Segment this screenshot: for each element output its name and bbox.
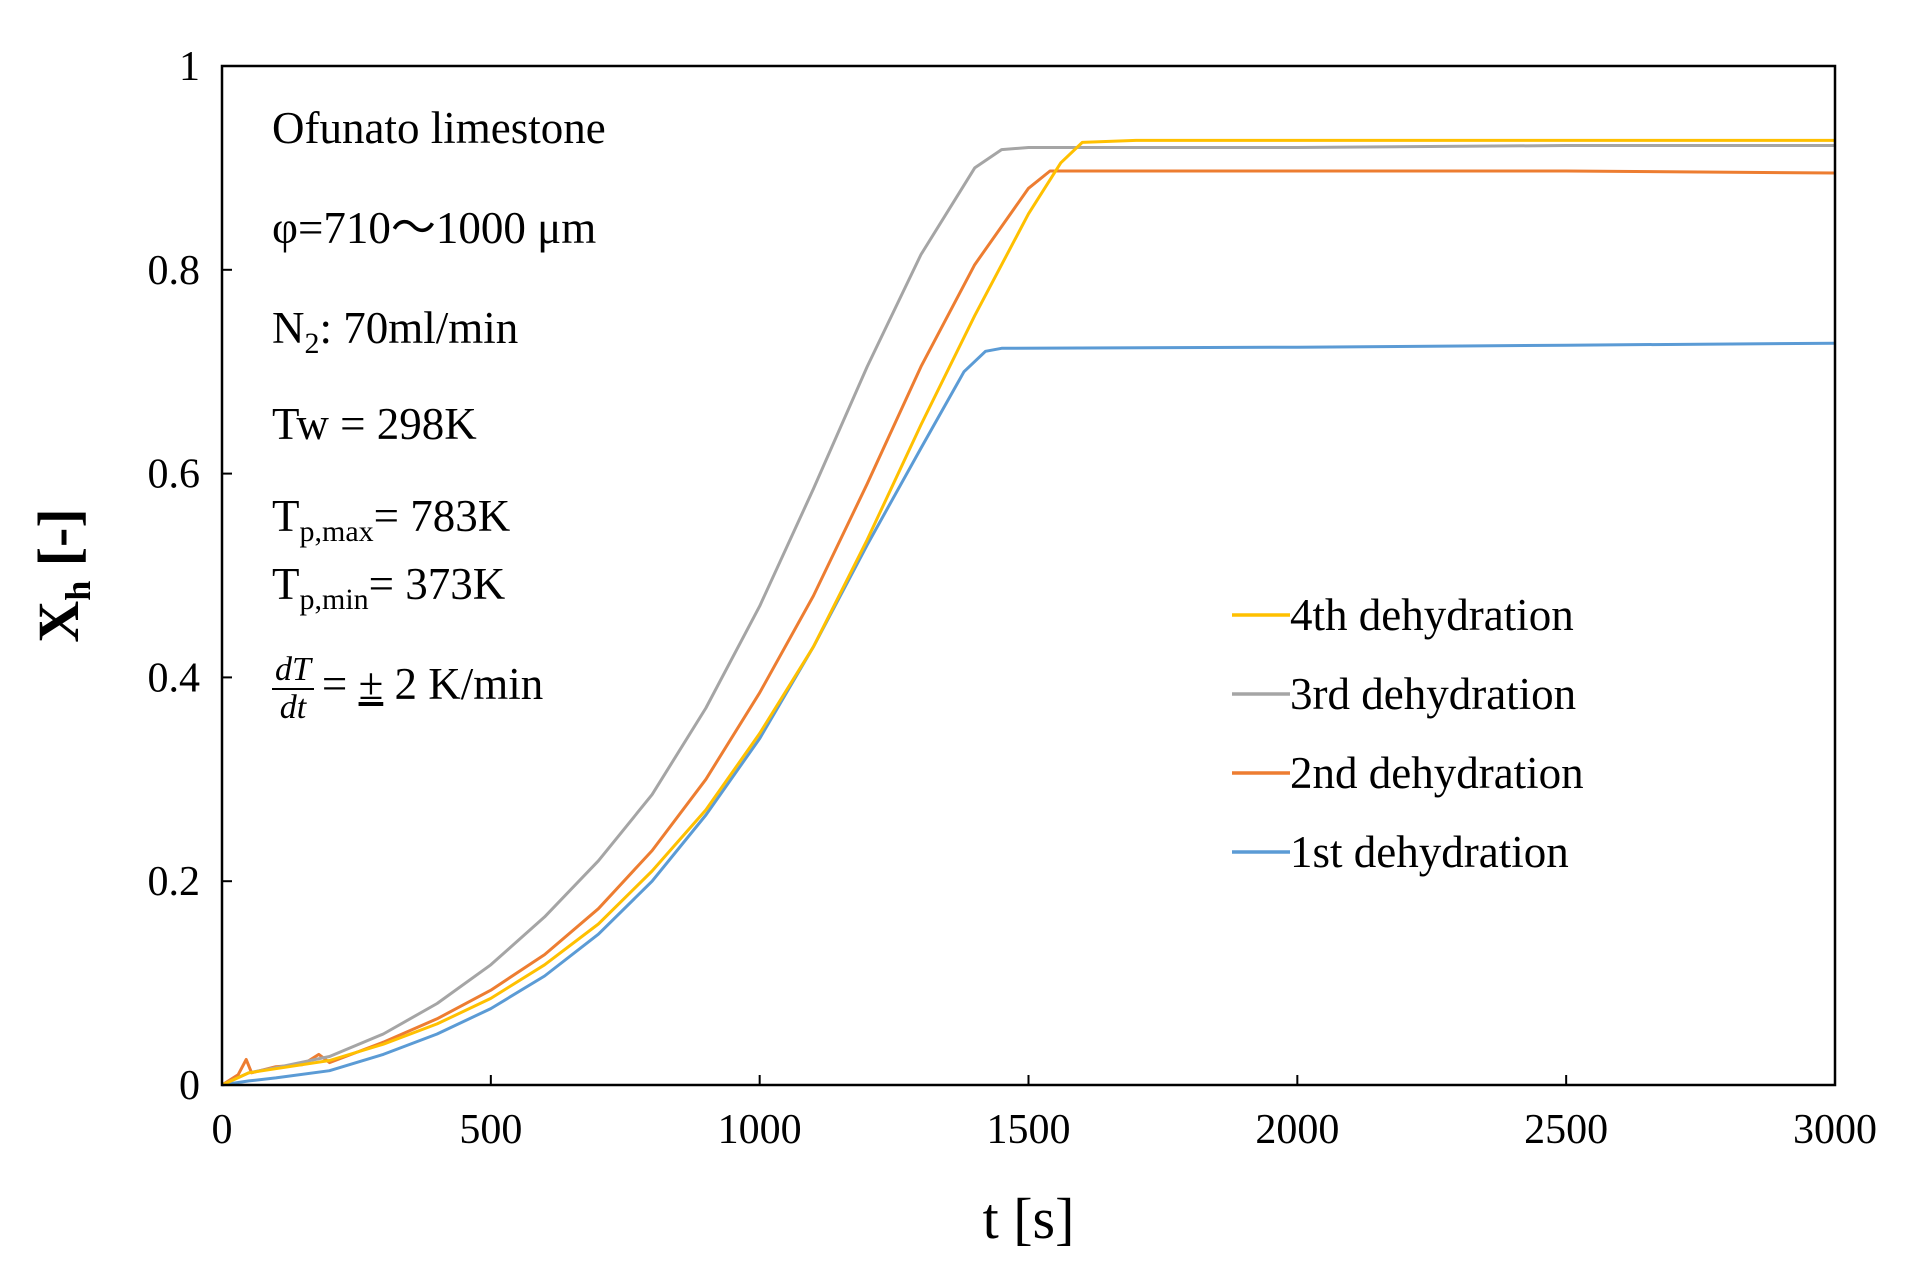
series-line-4th-dehydration [221, 138, 1835, 1087]
y-axis-title-sub: h [58, 581, 98, 601]
x-tick-label: 0 [212, 1107, 233, 1153]
y-tick-label: 0.8 [148, 248, 201, 294]
y-tick-label: 0.6 [148, 452, 201, 498]
y-tick-label: 0.4 [148, 655, 201, 701]
x-tick-label: 2500 [1524, 1107, 1608, 1153]
legend: 4th dehydration 3rd dehydration 2nd dehydr… [1232, 590, 1584, 877]
annotation-n2-flow: N2: 70ml/min [272, 303, 519, 360]
y-axis-title: Xh [-] [26, 508, 98, 642]
annotation-material: Ofunato limestone [272, 103, 606, 153]
x-tick-label: 1500 [987, 1107, 1071, 1153]
legend-label: 4th dehydration [1290, 590, 1574, 640]
x-tick-label: 3000 [1793, 1107, 1877, 1153]
rate-fraction: dT dt [272, 652, 314, 725]
x-tick-label: 500 [459, 1107, 522, 1153]
annotation-particle-size: φ=710～1000 μm [272, 203, 597, 253]
annotation-tw: Tw = 298K [272, 399, 477, 449]
annotation-tp-min: Tp,min= 373K [272, 559, 506, 616]
tick-layer: 0 500 1000 1500 2000 2500 3000 0 0.2 0.4 0.6 0.8 1 [148, 44, 1878, 1153]
legend-label: 3rd dehydration [1290, 669, 1576, 719]
series-line-3rd-dehydration [221, 144, 1835, 1087]
y-axis-title-main: X [26, 601, 91, 643]
y-tick-label: 1 [179, 44, 200, 90]
y-tick-label: 0 [179, 1063, 200, 1109]
annotation-heating-rate: dT dt = ± 2 K/min [272, 652, 543, 725]
annotation-tp-max: Tp,max= 783K [272, 491, 511, 548]
x-axis-title: t [s] [983, 1186, 1075, 1251]
x-tick-label: 1000 [718, 1107, 802, 1153]
series-line-1st-dehydration [221, 341, 1836, 1087]
legend-label: 1st dehydration [1290, 827, 1569, 877]
x-tick-label: 2000 [1255, 1107, 1339, 1153]
y-tick-label: 0.2 [148, 859, 201, 905]
y-axis-title-unit: [-] [26, 508, 91, 580]
legend-label: 2nd dehydration [1290, 748, 1584, 798]
series-layer [221, 138, 1836, 1087]
